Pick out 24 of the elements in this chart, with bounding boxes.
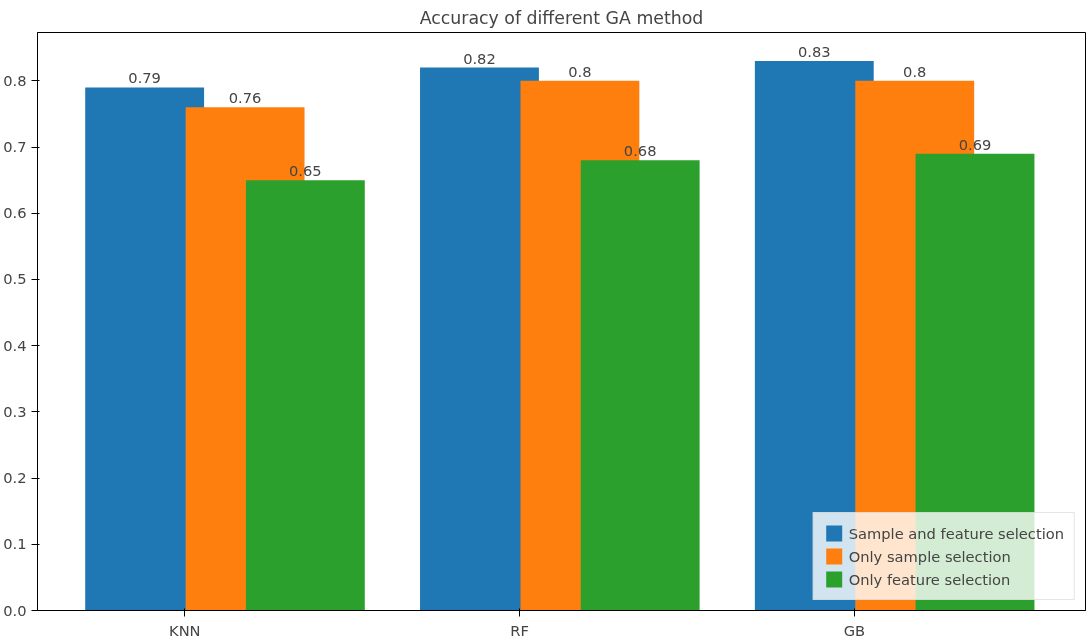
y-tick-label: 0.1 bbox=[3, 535, 27, 553]
data-label: 0.82 bbox=[463, 49, 496, 67]
x-tick-label: GB bbox=[843, 621, 866, 639]
y-tick-label: 0.6 bbox=[3, 204, 27, 222]
y-tick-label: 0.0 bbox=[3, 601, 27, 619]
data-label: 0.79 bbox=[128, 69, 161, 87]
bar bbox=[580, 160, 700, 611]
data-label: 0.8 bbox=[903, 62, 927, 80]
data-label: 0.83 bbox=[797, 42, 831, 60]
y-tick-label: 0.7 bbox=[3, 138, 27, 156]
data-label: 0.8 bbox=[568, 62, 592, 80]
data-label: 0.76 bbox=[228, 89, 262, 107]
y-tick-label: 0.4 bbox=[3, 336, 27, 354]
legend-label: Only feature selection bbox=[848, 570, 1011, 588]
x-tick-label: KNN bbox=[169, 621, 201, 639]
legend-label: Only sample selection bbox=[848, 547, 1011, 565]
y-tick-label: 0.3 bbox=[3, 402, 27, 420]
x-tick-label: RF bbox=[510, 621, 529, 639]
chart-title: Accuracy of different GA method bbox=[419, 7, 704, 28]
legend-label: Sample and feature selection bbox=[848, 524, 1064, 542]
bar bbox=[245, 180, 365, 611]
y-tick-label: 0.5 bbox=[3, 270, 27, 288]
y-tick-label: 0.8 bbox=[3, 71, 27, 89]
y-tick-label: 0.2 bbox=[3, 469, 27, 487]
